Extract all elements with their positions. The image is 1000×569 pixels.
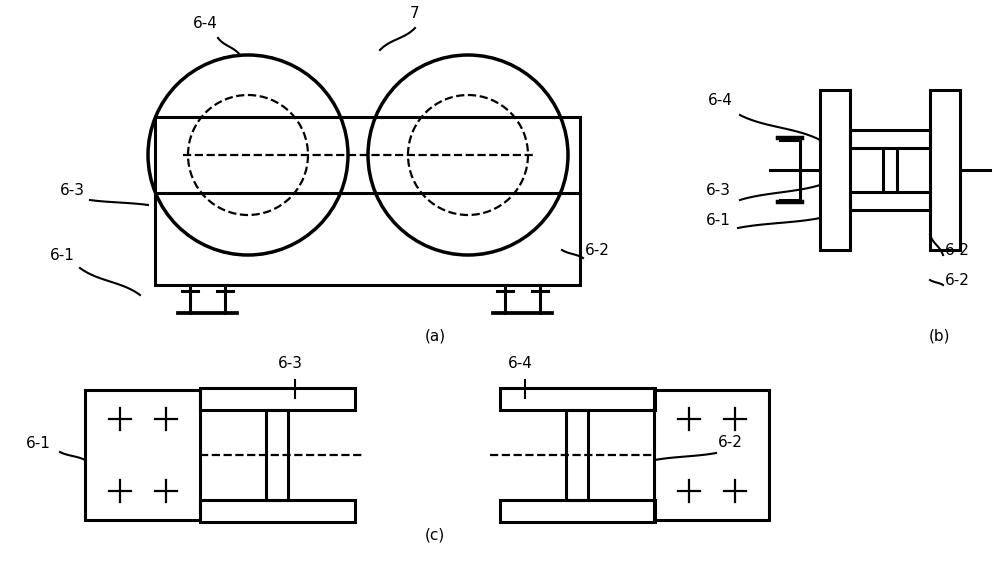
- Bar: [850, 192, 930, 210]
- Bar: [85, 390, 200, 520]
- Bar: [200, 500, 355, 522]
- Text: 6-1: 6-1: [50, 248, 74, 263]
- Text: 7: 7: [410, 6, 420, 21]
- Text: (b): (b): [929, 328, 951, 343]
- Text: (c): (c): [425, 528, 445, 543]
- Text: 6-3: 6-3: [706, 183, 730, 198]
- Bar: [200, 388, 355, 410]
- Bar: [654, 390, 769, 520]
- Text: 6-2: 6-2: [718, 435, 743, 450]
- Bar: [266, 410, 288, 500]
- Bar: [566, 410, 588, 500]
- Text: 6-3: 6-3: [60, 183, 84, 198]
- Text: 6-2: 6-2: [945, 273, 970, 288]
- Text: 6-1: 6-1: [706, 213, 730, 228]
- Bar: [500, 500, 655, 522]
- Text: 6-2: 6-2: [945, 243, 970, 258]
- Bar: [930, 90, 960, 250]
- Text: 6-1: 6-1: [26, 436, 50, 451]
- Text: 6-4: 6-4: [508, 356, 532, 371]
- Text: 6-4: 6-4: [193, 16, 217, 31]
- Bar: [820, 90, 850, 250]
- Text: 6-4: 6-4: [708, 93, 732, 108]
- Bar: [850, 130, 930, 148]
- Text: 6-3: 6-3: [278, 356, 302, 371]
- Text: 6-2: 6-2: [585, 243, 610, 258]
- Text: (a): (a): [424, 328, 446, 343]
- Bar: [500, 388, 655, 410]
